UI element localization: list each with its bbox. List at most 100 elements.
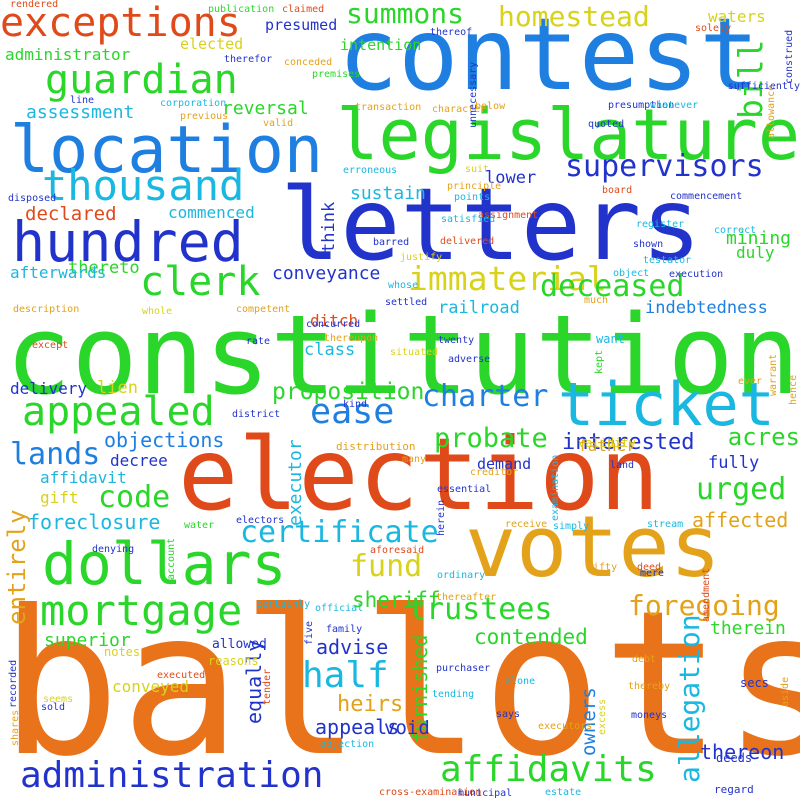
word-therefor: therefor: [224, 54, 273, 65]
word-mere: mere: [640, 568, 665, 579]
word-execution: execution: [669, 269, 724, 280]
word-constitution: constitution: [5, 291, 800, 419]
word-advise: advise: [316, 635, 389, 659]
word-code: code: [98, 480, 171, 515]
word-premises: premises: [312, 69, 361, 80]
word-electors: electors: [236, 515, 285, 526]
word-sufficiently: sufficiently: [727, 81, 800, 92]
word-conveyed: conveyed: [112, 677, 190, 696]
word-conceded: conceded: [284, 57, 333, 68]
word-elected: elected: [180, 35, 244, 53]
word-regard: regard: [714, 783, 754, 796]
word-kept: kept: [594, 349, 605, 374]
word-reversal: reversal: [222, 98, 309, 119]
word-letters: letters: [280, 166, 702, 283]
word-rendered: rendered: [10, 0, 59, 10]
word-executors: executors: [538, 721, 593, 732]
word-estate: estate: [545, 787, 582, 798]
word-correct: correct: [714, 225, 757, 236]
word-contended: contended: [474, 625, 588, 649]
word-description: description: [13, 304, 80, 315]
word-lien: lien: [97, 378, 138, 398]
word-proposition: proposition: [272, 379, 425, 405]
word-fifty: fifty: [587, 562, 618, 573]
word-indebtedness: indebtedness: [645, 298, 768, 318]
word-creditor: creditor: [470, 467, 519, 478]
word-ordinary: ordinary: [437, 570, 486, 581]
word-whole: whole: [142, 306, 173, 317]
word-line: line: [70, 95, 95, 106]
word-entirely: entirely: [3, 509, 31, 626]
word-shown: shown: [633, 239, 664, 250]
word-affected: affected: [692, 508, 789, 532]
word-except: except: [32, 340, 69, 351]
word-commencement: commencement: [670, 191, 743, 202]
word-deceased: deceased: [540, 269, 685, 304]
word-affidavit: affidavit: [40, 468, 127, 487]
word-guardian: guardian: [45, 57, 238, 103]
word-foregoing: foregoing: [628, 589, 780, 622]
word-justify: justify: [400, 252, 443, 263]
word-excess: excess: [597, 698, 608, 735]
word-simply: simply: [553, 521, 590, 532]
word-twenty: twenty: [438, 335, 475, 346]
word-board: board: [602, 185, 633, 196]
word-principle: principle: [447, 181, 502, 192]
word-sold: sold: [41, 702, 66, 713]
word-cross-examination: cross-examination: [379, 787, 482, 798]
word-think: think: [319, 201, 339, 253]
word-receive: receive: [505, 519, 548, 530]
word-therein: therein: [710, 618, 786, 639]
word-examination: examination: [550, 454, 561, 521]
word-fund: fund: [350, 549, 423, 584]
word-amendment: amendment: [701, 567, 712, 622]
word-objection: objection: [320, 739, 375, 750]
word-distribution: distribution: [336, 440, 416, 453]
word-dollars: dollars: [42, 530, 287, 598]
word-allowance: allowance: [766, 84, 777, 139]
word-secs: secs: [740, 676, 769, 690]
word-foreclosure: foreclosure: [28, 510, 161, 534]
word-thereby: thereby: [628, 681, 671, 692]
word-quoted: quoted: [588, 119, 625, 130]
word-publication: publication: [208, 4, 275, 15]
word-gift: gift: [40, 488, 79, 507]
word-equally: equally: [242, 639, 266, 724]
word-tender: tender: [262, 668, 273, 705]
word-debt: debt: [632, 654, 657, 665]
word-conveyance: conveyance: [272, 263, 381, 284]
word-fully: fully: [708, 453, 760, 473]
word-whose: whose: [388, 280, 419, 291]
word-thereupon: thereupon: [324, 333, 379, 344]
word-competent: competent: [236, 304, 291, 315]
word-rate: rate: [246, 336, 271, 347]
word-object: object: [613, 268, 650, 279]
word-railroad: railroad: [438, 298, 520, 318]
word-charter: charter: [422, 379, 549, 414]
word-supervisors: supervisors: [565, 149, 764, 184]
word-affidavits: affidavits: [440, 749, 657, 790]
word-allowed: allowed: [212, 637, 267, 652]
word-warrant: warrant: [768, 353, 779, 396]
word-aside: aside: [780, 676, 791, 707]
word-election: election: [178, 416, 660, 533]
word-adverse: adverse: [448, 354, 491, 365]
word-denying: denying: [92, 544, 135, 555]
word-void: void: [384, 717, 430, 739]
word-appeals: appeals: [315, 715, 400, 739]
word-points: points: [454, 192, 491, 203]
word-five: five: [304, 620, 315, 645]
word-demand: demand: [477, 455, 532, 473]
word-contest: contest: [338, 0, 760, 113]
word-alone: alone: [505, 676, 536, 687]
word-reasons: reasons: [208, 654, 259, 668]
word-votes: votes: [465, 498, 721, 597]
word-executed: executed: [157, 670, 206, 681]
word-class: class: [304, 340, 356, 360]
word-stream: stream: [647, 519, 684, 530]
word-afterwards: afterwards: [10, 263, 107, 282]
word-concurred: concurred: [306, 319, 361, 330]
word-barred: barred: [373, 237, 410, 248]
word-valid: valid: [263, 118, 294, 129]
word-disposed: disposed: [8, 193, 57, 204]
